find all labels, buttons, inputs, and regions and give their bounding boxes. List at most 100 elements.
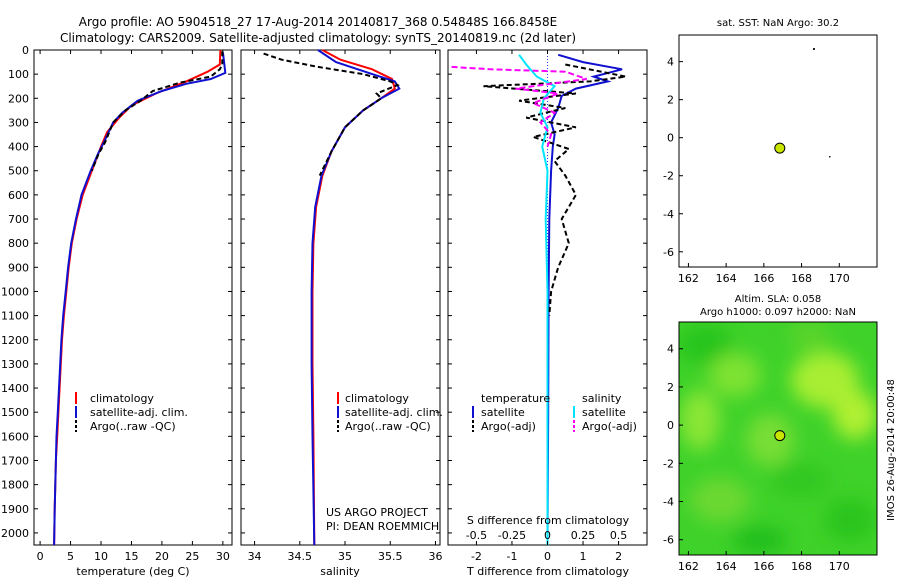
y-tick-label: 900 bbox=[8, 261, 29, 274]
sla-blob bbox=[746, 414, 794, 466]
legend-label: Argo(-adj) bbox=[582, 420, 637, 433]
series-line bbox=[451, 65, 587, 147]
x-tick-label: -1 bbox=[506, 550, 517, 563]
x-tick-label: 20 bbox=[155, 550, 169, 563]
y-tick-label: 800 bbox=[8, 237, 29, 250]
argo-position-marker bbox=[774, 142, 786, 154]
y-tick-label: 2 bbox=[667, 381, 674, 394]
y-tick-label: 4 bbox=[667, 56, 674, 69]
series-line bbox=[90, 51, 224, 172]
x-tick-label: 5 bbox=[67, 550, 74, 563]
s-difference-label: S difference from climatology bbox=[467, 514, 630, 527]
legend-label: satellite-adj. clim. bbox=[90, 406, 188, 419]
series-line bbox=[483, 63, 626, 316]
series-line bbox=[310, 49, 401, 546]
sst-map-marks bbox=[774, 142, 786, 154]
x-tick-label: 34.5 bbox=[288, 550, 313, 563]
y-tick-label: -2 bbox=[663, 457, 674, 470]
series-line bbox=[53, 52, 227, 546]
x-tick-label: 168 bbox=[791, 272, 812, 285]
x-tick-label: 162 bbox=[678, 272, 699, 285]
header-line-1: Argo profile: AO 5904518_27 17-Aug-2014 … bbox=[79, 15, 557, 29]
x-tick-label: 164 bbox=[716, 272, 737, 285]
sla-map-title: Altim. SLA: 0.058 bbox=[735, 294, 821, 305]
sla-blob bbox=[680, 390, 720, 450]
sla-blob bbox=[788, 322, 832, 349]
y-tick-label: -4 bbox=[663, 496, 674, 509]
header-line-2: Climatology: CARS2009. Satellite-adjuste… bbox=[60, 31, 576, 45]
legend-label: Argo(-adj) bbox=[481, 420, 536, 433]
x-tick-label: 168 bbox=[791, 560, 812, 573]
x-tick-label: 0 bbox=[544, 550, 551, 563]
x-tick-label: 30 bbox=[216, 550, 230, 563]
legend-label: climatology bbox=[345, 392, 409, 405]
legend-label: satellite-adj. clim. bbox=[345, 406, 443, 419]
sla-blob bbox=[833, 391, 877, 439]
argo-position-marker bbox=[774, 430, 786, 442]
y-tick-label: 2 bbox=[667, 94, 674, 107]
salinity-xlabel: salinity bbox=[320, 565, 360, 578]
legend-label: climatology bbox=[90, 392, 154, 405]
x-tick-label: 170 bbox=[829, 272, 850, 285]
y-tick-label: 1100 bbox=[1, 310, 29, 323]
x-tick-label: 2 bbox=[615, 550, 622, 563]
sst-map-panel: sat. SST: NaN Argo: 30.2 162 164 166 168 170… bbox=[663, 18, 878, 285]
difference-legend: temperature salinity satellite Argo(-adj… bbox=[472, 392, 637, 433]
map-speck bbox=[813, 48, 815, 50]
sla-blob bbox=[791, 352, 859, 408]
pi-annotation: PI: DEAN ROEMMICH bbox=[326, 520, 439, 533]
legend-label: satellite bbox=[481, 406, 525, 419]
y-tick-label: 1800 bbox=[1, 479, 29, 492]
top-x-tick-label: 0.5 bbox=[610, 529, 628, 542]
x-tick-label: 164 bbox=[716, 560, 737, 573]
t-difference-label: T difference from climatology bbox=[466, 565, 629, 578]
y-tick-label: -6 bbox=[663, 246, 674, 259]
series-line bbox=[518, 54, 557, 545]
x-tick-label: 36 bbox=[428, 550, 442, 563]
sla-heatmap bbox=[679, 322, 877, 555]
x-tick-label: 35.5 bbox=[378, 550, 403, 563]
y-tick-label: 300 bbox=[8, 116, 29, 129]
salinity-legend: climatology satellite-adj. clim. Argo(..… bbox=[337, 392, 443, 433]
difference-x-axis: -2 -1 0 1 2 bbox=[471, 50, 622, 563]
sst-map-axes: 162 164 166 168 170 4 2 0 -2 -4 -6 bbox=[663, 56, 850, 285]
x-tick-label: 1 bbox=[580, 550, 587, 563]
y-tick-label: 600 bbox=[8, 189, 29, 202]
salinity-frame bbox=[240, 49, 441, 546]
x-tick-label: 166 bbox=[753, 560, 774, 573]
x-tick-label: 35 bbox=[338, 550, 352, 563]
y-tick-label: 700 bbox=[8, 213, 29, 226]
sla-blob bbox=[824, 498, 876, 542]
y-tick-label: 1600 bbox=[1, 430, 29, 443]
x-tick-label: 25 bbox=[185, 550, 199, 563]
x-tick-label: -2 bbox=[471, 550, 482, 563]
x-tick-label: 34 bbox=[248, 550, 262, 563]
y-tick-label: 1200 bbox=[1, 334, 29, 347]
legend-header-salinity: salinity bbox=[582, 392, 622, 405]
sst-map-title: sat. SST: NaN Argo: 30.2 bbox=[717, 18, 839, 29]
y-tick-label: 0 bbox=[667, 419, 674, 432]
sla-map-axes: 162 164 166 168 170 4 2 0 -2 -4 -6 bbox=[663, 343, 850, 573]
sla-map-subtitle: Argo h1000: 0.097 h2000: NaN bbox=[700, 307, 856, 318]
sla-anomaly-blobs bbox=[679, 322, 877, 554]
sla-blob bbox=[690, 478, 750, 522]
temperature-legend: climatology satellite-adj. clim. Argo(..… bbox=[75, 392, 188, 433]
temperature-x-axis: 0 5 10 15 20 25 30 bbox=[37, 50, 230, 563]
x-tick-label: 166 bbox=[753, 272, 774, 285]
y-tick-label: 1900 bbox=[1, 503, 29, 516]
salinity-panel: 34 34.5 35 35.5 36 salinity climatology sate… bbox=[240, 49, 443, 578]
sla-map-marks bbox=[774, 430, 786, 442]
y-tick-label: -4 bbox=[663, 208, 674, 221]
sla-map-panel: Altim. SLA: 0.058 Argo h1000: 0.097 h200… bbox=[663, 294, 878, 573]
s-difference-axis: -0.5 -0.25 0 0.25 0.5 bbox=[466, 529, 628, 542]
y-tick-label: 1000 bbox=[1, 285, 29, 298]
series-line bbox=[53, 49, 222, 546]
difference-panel: -2 -1 0 1 2 -0.5 -0.25 0 0.25 0.5 S difference f… bbox=[447, 49, 648, 578]
sla-blob bbox=[732, 526, 788, 554]
salinity-series bbox=[263, 49, 401, 546]
legend-label: Argo(..raw -QC) bbox=[345, 420, 431, 433]
top-x-tick-label: 0 bbox=[544, 529, 551, 542]
sla-map-frame bbox=[678, 321, 878, 556]
y-tick-label: 500 bbox=[8, 165, 29, 178]
temperature-xlabel: temperature (deg C) bbox=[76, 565, 189, 578]
